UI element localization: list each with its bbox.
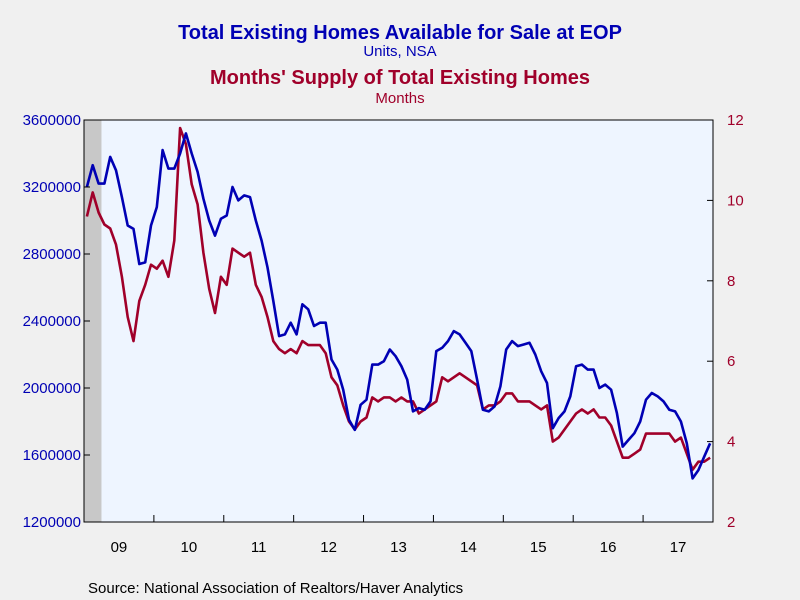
- right-axis-tick-label: 12: [727, 112, 744, 129]
- x-axis-tick-label: 10: [180, 539, 197, 556]
- left-axis-tick-label: 3200000: [23, 179, 81, 196]
- x-axis-tick-label: 15: [530, 539, 547, 556]
- chart-title: Total Existing Homes Available for Sale …: [178, 22, 622, 44]
- right-axis-tick-label: 8: [727, 273, 735, 290]
- chart-subtitle: Units, NSA: [363, 43, 436, 60]
- chart-subtitle-2: Months: [375, 90, 424, 107]
- x-axis-tick-label: 17: [670, 539, 687, 556]
- left-axis-tick-label: 2800000: [23, 246, 81, 263]
- left-axis-tick-label: 1600000: [23, 447, 81, 464]
- x-axis-tick-label: 14: [460, 539, 477, 556]
- right-axis-tick-label: 10: [727, 192, 744, 209]
- series-line-months-supply: [85, 126, 711, 472]
- right-axis-tick-label: 4: [727, 434, 735, 451]
- left-axis-tick-label: 1200000: [23, 514, 81, 531]
- x-axis-tick-label: 13: [390, 539, 407, 556]
- axis-layer: 1200000 1600000 2000000 2400000 2800000 32000…: [23, 112, 744, 556]
- series-line-inventory: [85, 132, 712, 480]
- left-axis-tick-label: 2000000: [23, 380, 81, 397]
- right-axis-tick-label: 6: [727, 353, 735, 370]
- plot-area: [84, 120, 713, 522]
- left-axis-tick-label: 2400000: [23, 313, 81, 330]
- x-axis-tick-label: 12: [320, 539, 337, 556]
- right-axis-tick-label: 2: [727, 514, 735, 531]
- left-axis-tick-label: 3600000: [23, 112, 81, 129]
- recession-band: [84, 120, 102, 522]
- series-layer: [85, 126, 712, 480]
- x-axis-tick-label: 11: [251, 539, 267, 556]
- x-axis-tick-label: 09: [111, 539, 128, 556]
- chart-title-2: Months' Supply of Total Existing Homes: [210, 67, 590, 89]
- source-note: Source: National Association of Realtors…: [88, 580, 463, 597]
- x-axis-tick-label: 16: [600, 539, 617, 556]
